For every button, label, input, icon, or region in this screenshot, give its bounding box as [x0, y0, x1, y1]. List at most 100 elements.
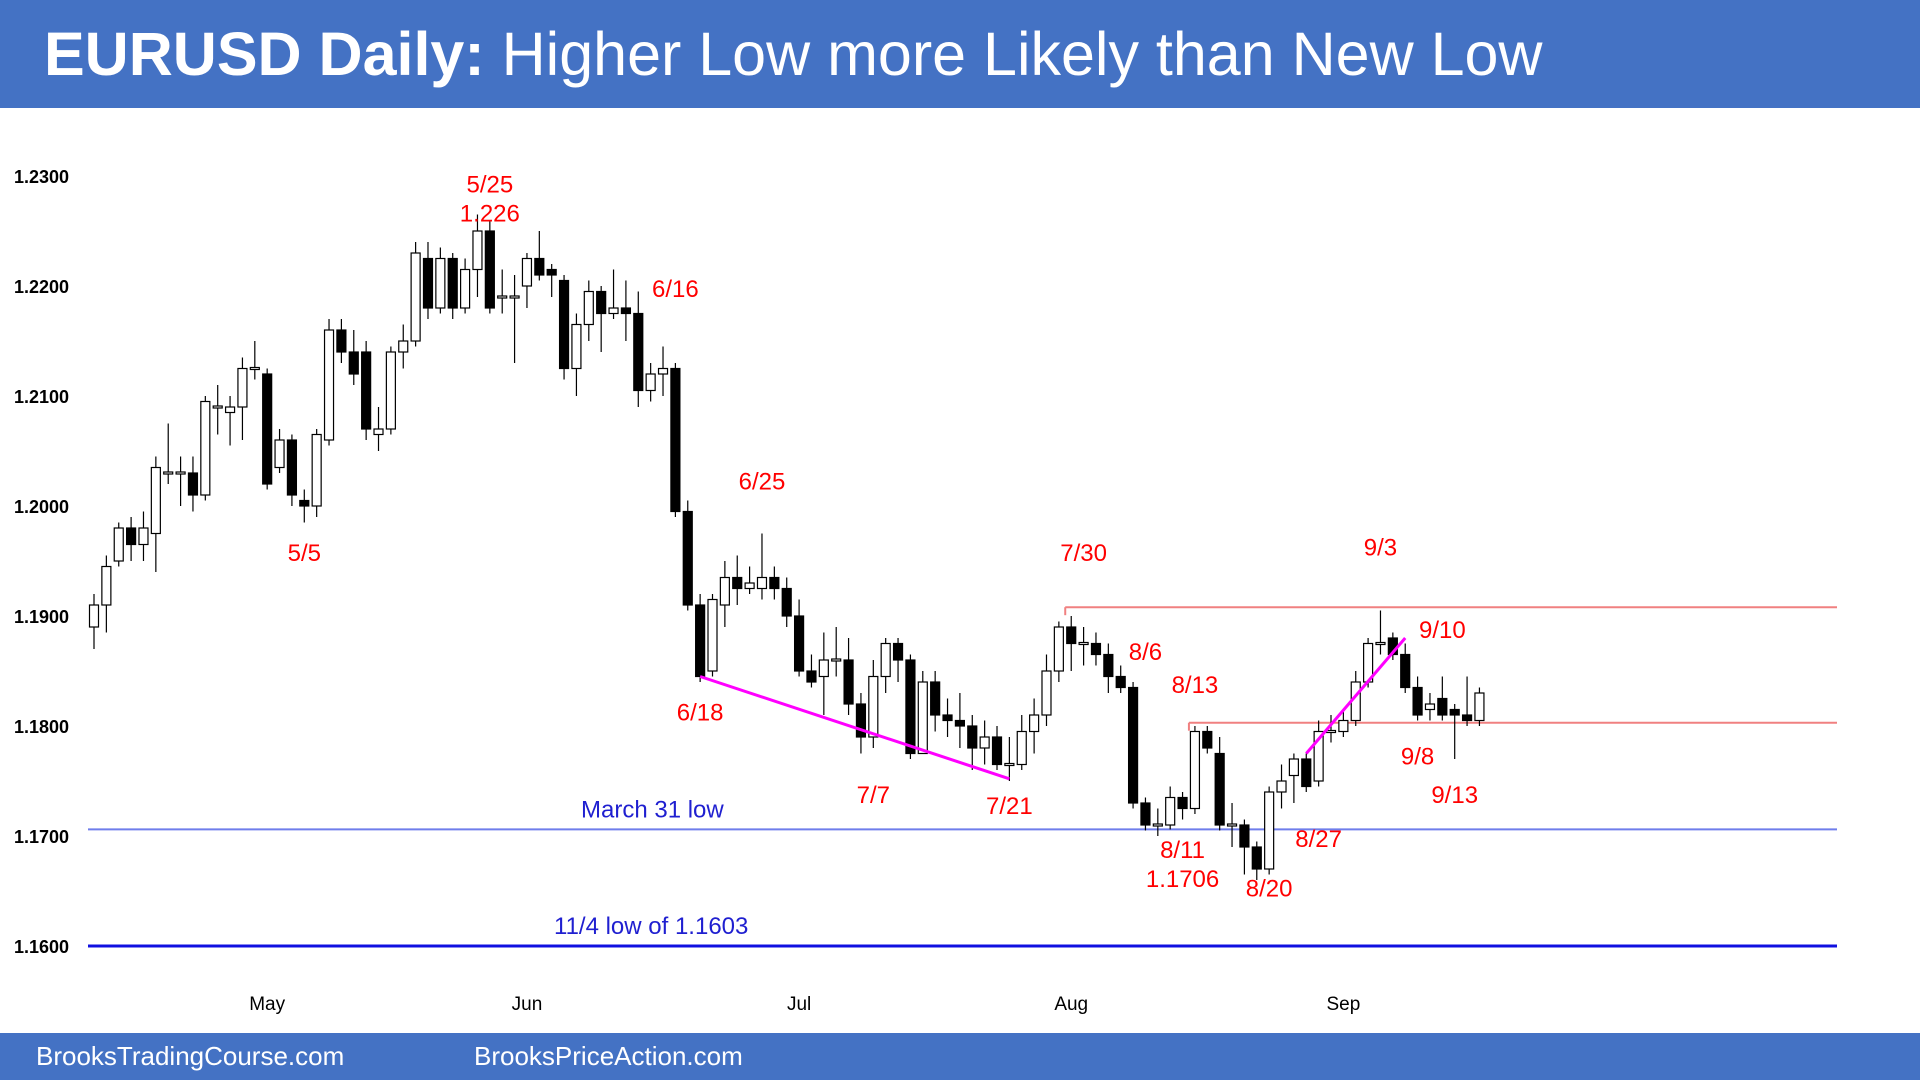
- y-tick-label: 1.2300: [14, 167, 69, 187]
- candle-body: [311, 433, 322, 507]
- candle-body: [744, 582, 755, 590]
- candle-body: [1461, 714, 1473, 722]
- candle-body: [1140, 802, 1151, 826]
- annotation-label: 7/21: [986, 793, 1033, 820]
- candle-body: [200, 400, 211, 496]
- candle: [1202, 726, 1213, 754]
- footer-left-link[interactable]: BrooksTradingCourse.com: [36, 1041, 345, 1071]
- candle: [101, 555, 112, 633]
- resistance-layer: [1064, 606, 1837, 731]
- candle: [163, 423, 174, 484]
- candle-body: [1016, 730, 1027, 766]
- candle-body: [497, 295, 508, 299]
- candle: [1214, 737, 1225, 831]
- candle: [1437, 676, 1448, 721]
- candle-body: [323, 329, 335, 441]
- annotation-label: 6/25: [739, 469, 786, 496]
- candle: [657, 346, 669, 396]
- candle-body: [1103, 653, 1114, 678]
- candle-body: [991, 736, 1003, 766]
- candle: [1053, 621, 1064, 682]
- candle-body: [1029, 714, 1040, 733]
- candle: [323, 319, 335, 446]
- trendlines-layer: [699, 637, 1407, 781]
- chart-title: EURUSD Daily: Higher Low more Likely tha…: [44, 18, 1542, 90]
- candle-body: [163, 471, 174, 475]
- candle-body: [645, 373, 656, 392]
- candle: [954, 693, 966, 748]
- candle: [299, 489, 310, 523]
- candle-body: [435, 257, 446, 309]
- candle: [361, 341, 372, 440]
- candle: [633, 291, 644, 407]
- candle: [422, 242, 434, 319]
- candle-body: [1313, 730, 1324, 782]
- candle: [571, 313, 582, 396]
- candle: [682, 500, 693, 611]
- candle: [695, 594, 706, 682]
- candle: [1189, 726, 1201, 814]
- candle-body: [1288, 758, 1299, 777]
- candle-body: [596, 290, 607, 315]
- candle: [200, 396, 211, 501]
- y-tick-label: 1.1600: [14, 937, 69, 957]
- candle-body: [1066, 626, 1077, 645]
- candle-body: [534, 257, 545, 276]
- candle-body: [707, 598, 718, 672]
- candle: [1004, 737, 1015, 781]
- candle: [967, 715, 978, 770]
- candle: [719, 561, 730, 627]
- candle: [150, 456, 161, 572]
- trendline: [1305, 637, 1407, 755]
- candle: [1288, 753, 1299, 803]
- candle: [410, 242, 421, 347]
- candle: [1276, 764, 1287, 809]
- candle-body: [398, 340, 409, 353]
- candle: [1041, 654, 1052, 726]
- x-axis: May Jun Jul Aug Sep: [249, 994, 1360, 1015]
- candle-body: [608, 307, 619, 315]
- candle-body: [472, 230, 483, 271]
- y-axis: 1.2300 1.2200 1.2100 1.2000 1.1900 1.1800 1.17…: [14, 167, 69, 957]
- candle: [892, 638, 904, 682]
- candle-body: [967, 725, 978, 749]
- candle: [1029, 698, 1040, 754]
- candle: [608, 269, 619, 319]
- footer-right-link[interactable]: BrooksPriceAction.com: [474, 1041, 743, 1071]
- candle-body: [942, 714, 953, 722]
- annotation-label: 6/16: [652, 276, 699, 303]
- annotations-layer: 5/251.226 5/5 6/16 6/25 6/18 7/7 7/21 7/30 8/6 8/…: [288, 172, 1478, 903]
- y-tick-label: 1.1800: [14, 717, 69, 737]
- candle-body: [633, 312, 644, 392]
- candle-body: [892, 642, 904, 661]
- candle: [818, 632, 829, 715]
- candle: [905, 654, 916, 759]
- candle: [286, 434, 298, 506]
- candle: [1103, 643, 1114, 693]
- candle: [1461, 676, 1473, 726]
- candle-body: [175, 471, 186, 475]
- candle: [1115, 665, 1126, 693]
- candle-body: [583, 290, 594, 326]
- candle: [1301, 753, 1312, 792]
- candle-body: [348, 351, 359, 375]
- level-label: 11/4 low of 1.1603: [554, 913, 748, 940]
- candle-body: [1053, 626, 1064, 672]
- candle: [831, 627, 842, 677]
- annotation-label: 9/8: [1401, 744, 1434, 771]
- candle-body: [1424, 703, 1436, 711]
- candle-body: [954, 719, 966, 727]
- y-tick-label: 1.2100: [14, 387, 69, 407]
- candle-body: [1338, 719, 1349, 733]
- x-tick-label: Jul: [787, 994, 811, 1015]
- candle-body: [732, 576, 743, 590]
- annotation-label: 7/7: [857, 782, 890, 809]
- candle-body: [385, 351, 396, 430]
- candle-body: [793, 615, 805, 672]
- candle: [521, 253, 533, 308]
- candle-body: [509, 295, 520, 299]
- candle: [126, 517, 137, 561]
- candle-body: [719, 576, 730, 606]
- candle-body: [781, 587, 792, 617]
- candle-body: [1325, 729, 1337, 734]
